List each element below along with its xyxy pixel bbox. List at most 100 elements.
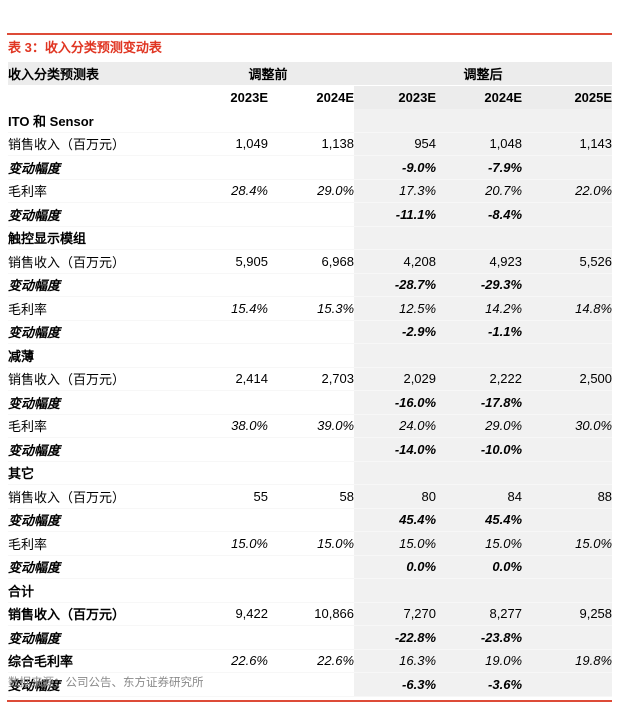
table-row: 变动幅度 -14.0% -10.0% (8, 437, 613, 462)
cell-value: 30.0% (522, 414, 613, 438)
empty-cell (182, 109, 268, 132)
cell-value (268, 555, 354, 579)
section-name: ITO 和 Sensor (8, 109, 182, 132)
empty-cell (522, 343, 613, 367)
cell-value: 2,500 (522, 367, 613, 391)
section-header-row: ITO 和 Sensor (8, 109, 613, 132)
cell-value: 15.4% (182, 297, 268, 321)
section-name: 触控显示模组 (8, 226, 182, 250)
cell-value: 6,968 (268, 250, 354, 274)
table-row: 综合毛利率 22.6% 22.6% 16.3% 19.0% 19.8% (8, 649, 613, 673)
cell-value: 4,923 (436, 249, 523, 273)
cell-value: 5,905 (182, 250, 268, 274)
row-label: 销售收入（百万元） (8, 250, 182, 274)
cell-value: 19.8% (522, 649, 613, 673)
empty-cell (182, 344, 268, 368)
cell-value (522, 625, 613, 649)
cell-value: 22.0% (522, 179, 613, 203)
row-label: 销售收入（百万元） (8, 132, 182, 156)
table-row: 销售收入（百万元） 5,905 6,968 4,208 4,923 5,526 (8, 249, 613, 274)
cell-value (182, 273, 268, 297)
table-title: 表 3：收入分类预测变动表 (8, 40, 162, 55)
cell-value (268, 273, 354, 297)
cell-value: 38.0% (182, 414, 268, 438)
cell-value: -3.6% (436, 672, 523, 696)
table-row: 毛利率 28.4% 29.0% 17.3% 20.7% 22.0% (8, 179, 613, 203)
cell-value: 14.8% (522, 296, 613, 320)
col-header-after-2024e: 2024E (436, 85, 523, 109)
cell-value: 45.4% (436, 508, 523, 532)
row-label: 变动幅度 (8, 673, 182, 697)
col-header-after-2023e: 2023E (354, 85, 437, 109)
empty-cell (354, 343, 437, 367)
col-header-before-2024e: 2024E (316, 90, 355, 105)
empty-cell (436, 343, 523, 367)
row-label: 销售收入（百万元） (8, 602, 182, 626)
cell-value: 2,029 (354, 367, 437, 391)
row-label: 变动幅度 (8, 273, 182, 297)
data-source: 数据来源：公司公告、东方证券研究所 (8, 677, 204, 689)
section-name: 其它 (8, 461, 182, 485)
cell-value (522, 320, 613, 344)
table-row: 变动幅度 45.4% 45.4% (8, 508, 613, 532)
empty-cell (354, 109, 437, 132)
empty-cell (436, 578, 523, 602)
cell-value: -7.9% (436, 155, 523, 179)
table-row: 毛利率 15.0% 15.0% 15.0% 15.0% 15.0% (8, 531, 613, 555)
empty-cell (436, 461, 523, 485)
table-row: 毛利率 38.0% 39.0% 24.0% 29.0% 30.0% (8, 414, 613, 438)
cell-value: -10.0% (436, 437, 523, 461)
empty-cell (268, 344, 354, 368)
cell-value (522, 155, 613, 179)
row-label: 毛利率 (8, 179, 182, 203)
cell-value (522, 202, 613, 226)
cell-value: 80 (354, 484, 437, 508)
cell-value: -11.1% (354, 202, 437, 226)
forecast-table: 收入分类预测表 调整前 调整后 2023E 2024E 2023E 2024E … (8, 62, 613, 697)
empty-cell (436, 109, 523, 132)
table-row: 毛利率 15.4% 15.3% 12.5% 14.2% 14.8% (8, 296, 613, 321)
cell-value: 1,138 (268, 132, 354, 156)
cell-value: 20.7% (436, 179, 523, 203)
cell-value (268, 508, 354, 532)
group-header-before: 调整前 (182, 62, 355, 86)
section-header-row: 其它 (8, 461, 613, 485)
cell-value: -29.3% (436, 273, 523, 297)
cell-value: 55 (182, 485, 268, 509)
cell-value (268, 156, 354, 180)
table-row: 变动幅度 -6.3% -3.6% (8, 672, 613, 697)
cell-value: -28.7% (354, 273, 437, 297)
row-label: 变动幅度 (8, 156, 182, 180)
empty-cell (522, 578, 613, 602)
row-label: 变动幅度 (8, 438, 182, 462)
row-label: 变动幅度 (8, 555, 182, 579)
cell-value: -22.8% (354, 625, 437, 649)
section-header-row: 减薄 (8, 343, 613, 368)
top-divider (7, 33, 612, 35)
row-label: 变动幅度 (8, 626, 182, 650)
cell-value (268, 438, 354, 462)
empty-cell (522, 109, 613, 132)
empty-cell (268, 579, 354, 603)
group-header-row: 收入分类预测表 调整前 调整后 (8, 62, 613, 86)
cell-value: -17.8% (436, 390, 523, 414)
row-label: 销售收入（百万元） (8, 367, 182, 391)
cell-value: 12.5% (354, 296, 437, 320)
empty-cell (182, 579, 268, 603)
table-body: ITO 和 Sensor 销售收入（百万元） 1,049 1,138 954 1,048 1… (8, 109, 613, 697)
cell-value (268, 203, 354, 227)
table-corner-label: 收入分类预测表 (8, 62, 182, 86)
cell-value: 2,414 (182, 367, 268, 391)
section-header-row: 合计 (8, 578, 613, 603)
row-label: 毛利率 (8, 297, 182, 321)
section-name: 减薄 (8, 344, 182, 368)
empty-cell (354, 461, 437, 485)
cell-value (182, 438, 268, 462)
cell-value: 15.0% (354, 531, 437, 555)
row-label: 销售收入（百万元） (8, 485, 182, 509)
year-header-row: 2023E 2024E 2023E 2024E 2025E (8, 85, 613, 109)
cell-value (182, 320, 268, 344)
empty-cell (522, 461, 613, 485)
table-row: 销售收入（百万元） 2,414 2,703 2,029 2,222 2,500 (8, 367, 613, 391)
